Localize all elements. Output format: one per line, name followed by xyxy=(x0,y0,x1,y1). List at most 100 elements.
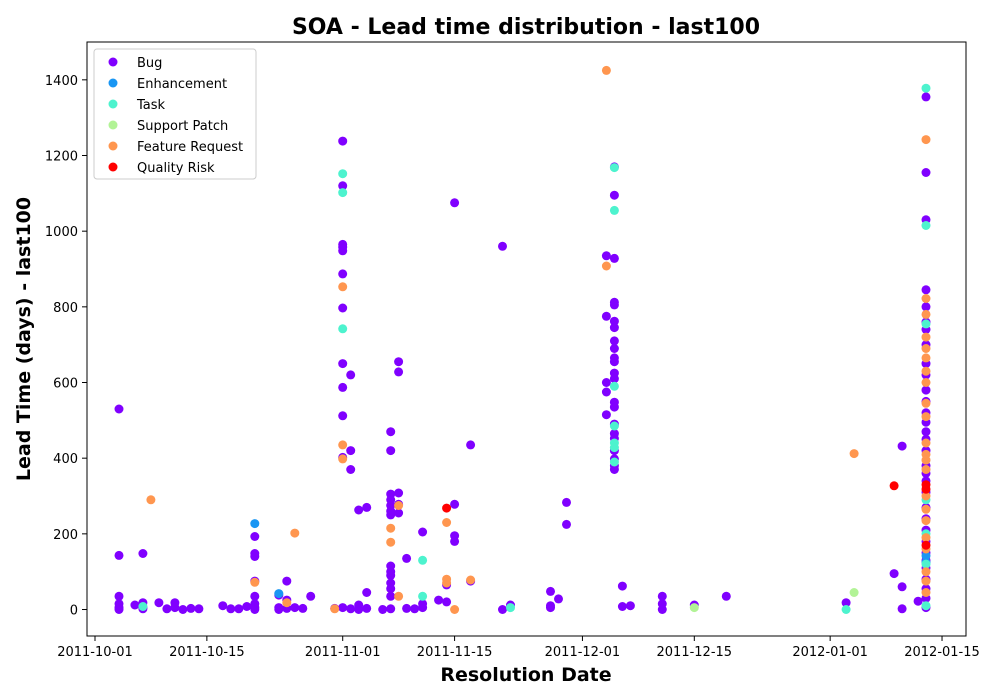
data-point xyxy=(346,604,356,614)
data-point xyxy=(386,591,396,601)
data-point xyxy=(282,576,292,586)
x-tick-label: 2011-10-01 xyxy=(57,645,133,660)
data-point xyxy=(450,536,460,546)
x-axis: 2011-10-01 2011-10-15 2011-11-01 2011-11-15… xyxy=(57,636,980,660)
data-point xyxy=(338,282,348,292)
data-point xyxy=(386,571,396,580)
data-point xyxy=(386,510,396,520)
data-point xyxy=(338,411,348,421)
data-point xyxy=(114,591,124,601)
data-point xyxy=(609,190,619,200)
data-point xyxy=(442,578,452,588)
data-point xyxy=(338,382,348,392)
data-point xyxy=(601,251,611,261)
data-point xyxy=(386,584,396,594)
data-point xyxy=(162,604,172,614)
data-point xyxy=(609,421,619,431)
y-tick-label: 400 xyxy=(53,452,78,467)
data-point xyxy=(921,551,931,561)
data-point xyxy=(394,508,404,518)
data-point xyxy=(394,501,404,510)
data-point xyxy=(338,246,348,256)
data-point xyxy=(609,336,619,346)
legend-label: Quality Risk xyxy=(137,161,215,176)
data-point xyxy=(450,499,460,509)
data-point xyxy=(897,582,907,592)
data-point xyxy=(921,285,931,295)
data-point xyxy=(346,465,356,474)
y-tick-label: 1200 xyxy=(45,150,78,165)
data-point xyxy=(657,605,667,614)
data-point xyxy=(338,303,348,313)
data-point xyxy=(338,324,348,334)
data-point xyxy=(386,427,396,437)
data-point xyxy=(921,302,931,312)
data-point xyxy=(250,532,260,541)
data-point xyxy=(386,446,396,456)
data-point xyxy=(921,567,931,577)
data-point xyxy=(921,559,931,569)
data-point xyxy=(290,603,300,613)
data-point xyxy=(921,601,931,611)
data-point xyxy=(338,454,348,464)
data-point xyxy=(921,83,931,93)
data-point xyxy=(841,605,851,614)
data-point xyxy=(466,440,476,450)
data-point xyxy=(921,516,931,526)
series-feature-request xyxy=(146,65,931,614)
data-point xyxy=(601,65,611,75)
y-tick-label: 1400 xyxy=(45,74,78,89)
legend-marker xyxy=(108,57,118,67)
data-point xyxy=(362,603,372,613)
data-point xyxy=(546,603,555,613)
data-point xyxy=(609,457,619,467)
data-point xyxy=(609,381,619,391)
legend-label: Enhancement xyxy=(137,77,227,92)
data-point xyxy=(609,443,619,453)
data-point xyxy=(450,605,460,614)
data-point xyxy=(386,523,396,533)
data-point xyxy=(921,398,931,408)
plot-area xyxy=(114,65,931,614)
legend-marker xyxy=(108,141,118,151)
data-point xyxy=(298,603,308,613)
data-point xyxy=(921,385,931,395)
data-point xyxy=(114,404,124,414)
data-point xyxy=(338,169,348,179)
data-point xyxy=(170,603,180,613)
data-point xyxy=(609,402,619,412)
data-point xyxy=(921,353,931,363)
data-point xyxy=(442,518,452,527)
data-point xyxy=(546,586,555,596)
data-point xyxy=(921,332,931,342)
data-point xyxy=(689,603,699,613)
x-tick-label: 2011-12-01 xyxy=(545,645,621,660)
data-point xyxy=(921,465,931,474)
data-point xyxy=(306,591,316,601)
data-point xyxy=(418,555,428,565)
data-point xyxy=(402,553,412,563)
data-point xyxy=(114,605,124,614)
data-point xyxy=(921,344,931,353)
data-point xyxy=(921,221,931,230)
data-point xyxy=(250,577,260,587)
legend: Bug Enhancement Task Support Patch Feature R… xyxy=(93,48,257,180)
legend-box xyxy=(93,48,257,180)
y-tick-label: 600 xyxy=(53,377,78,392)
data-point xyxy=(601,410,611,420)
data-point xyxy=(657,591,667,601)
data-point xyxy=(609,357,619,367)
data-point xyxy=(921,378,931,387)
data-point xyxy=(913,596,923,606)
data-point xyxy=(601,311,611,321)
data-point xyxy=(290,528,300,538)
data-point xyxy=(410,604,420,614)
series-support-patch xyxy=(689,588,859,613)
data-point xyxy=(921,588,931,597)
data-point xyxy=(609,253,619,263)
x-tick-label: 2012-01-01 xyxy=(792,645,868,660)
data-point xyxy=(442,597,452,607)
legend-marker xyxy=(108,120,118,130)
data-point xyxy=(609,323,619,333)
